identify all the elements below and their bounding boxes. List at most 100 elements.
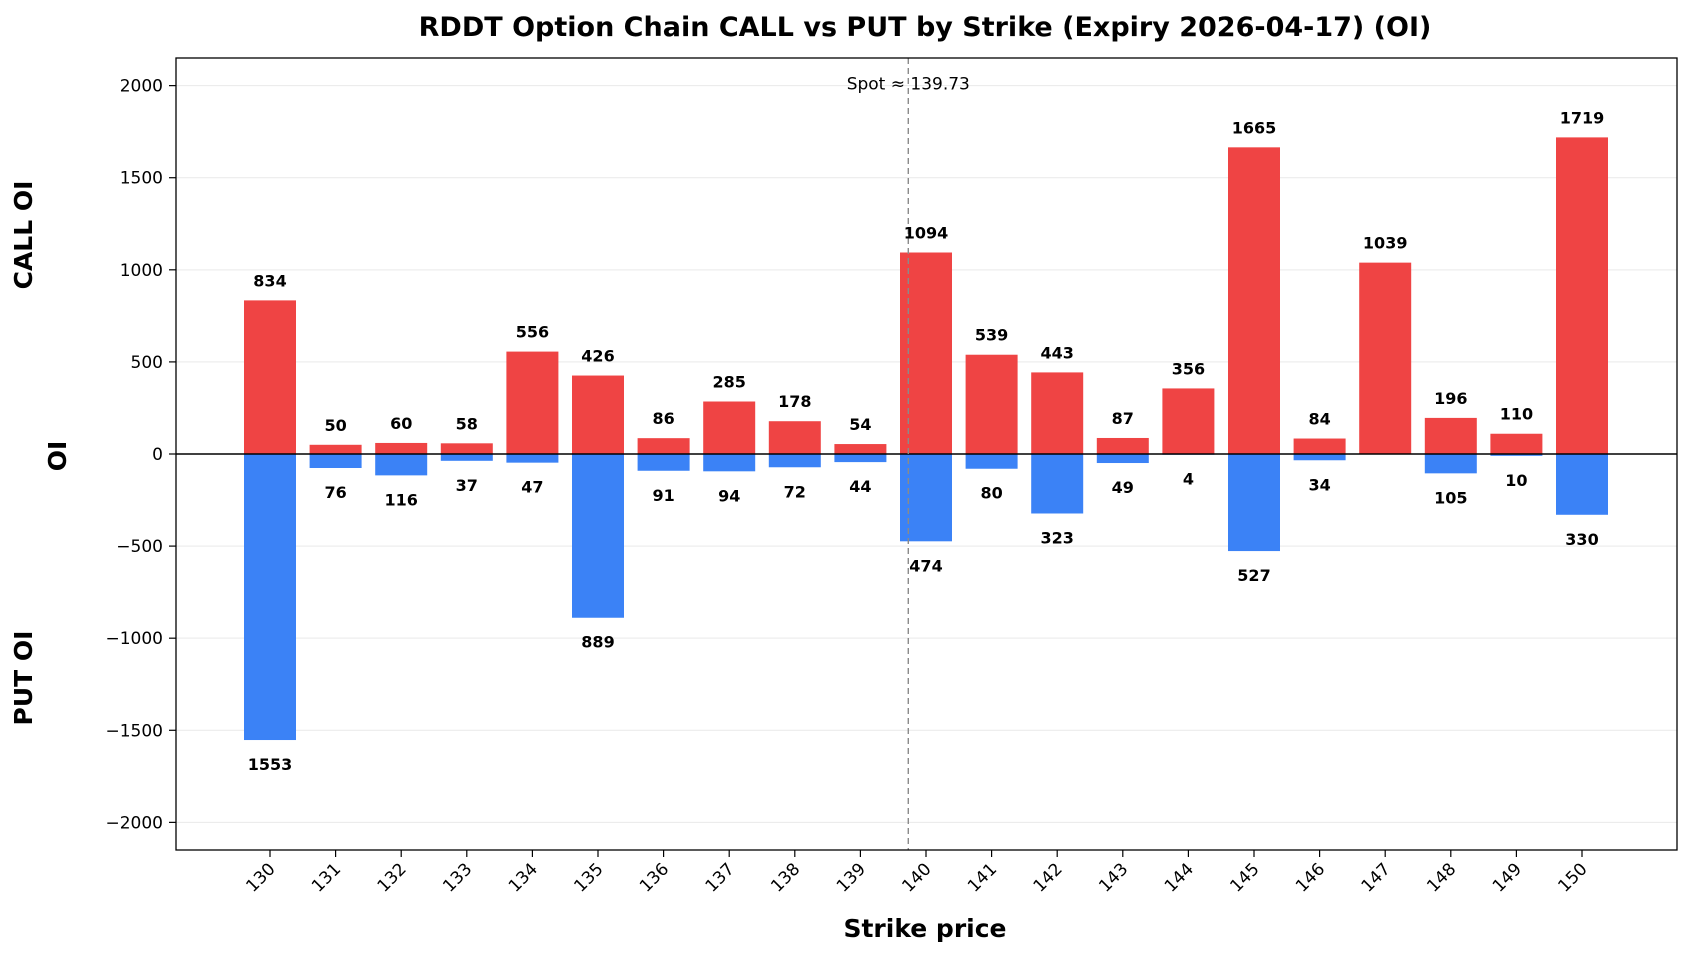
put-value-label: 34 bbox=[1308, 475, 1330, 494]
put-value-label: 44 bbox=[849, 477, 871, 496]
x-tick-label: 146 bbox=[1292, 859, 1329, 896]
put-value-label: 49 bbox=[1112, 478, 1134, 497]
x-axis-label: Strike price bbox=[843, 914, 1006, 943]
chart-title: RDDT Option Chain CALL vs PUT by Strike … bbox=[419, 12, 1432, 43]
y-tick-label: 1000 bbox=[120, 261, 163, 281]
y-tick-label: 500 bbox=[131, 353, 163, 373]
y-tick-label: −500 bbox=[116, 537, 163, 557]
call-value-label: 285 bbox=[712, 373, 745, 392]
call-bar bbox=[244, 300, 296, 454]
y-tick-label: 1500 bbox=[120, 169, 163, 189]
put-value-label: 47 bbox=[521, 478, 543, 497]
call-value-label: 443 bbox=[1040, 343, 1073, 362]
put-bar bbox=[965, 454, 1018, 469]
put-bar bbox=[703, 454, 756, 472]
x-tick-label: 130 bbox=[242, 859, 279, 896]
put-bar bbox=[1424, 454, 1477, 474]
x-tick-label: 136 bbox=[636, 859, 673, 896]
put-bar bbox=[1556, 454, 1608, 515]
x-tick-label: 143 bbox=[1095, 859, 1132, 896]
x-tick-label: 150 bbox=[1554, 859, 1591, 896]
put-value-label: 330 bbox=[1565, 530, 1598, 549]
put-value-label: 37 bbox=[456, 476, 478, 495]
put-bar bbox=[1096, 454, 1149, 464]
call-value-label: 84 bbox=[1308, 410, 1330, 429]
call-value-label: 196 bbox=[1434, 389, 1467, 408]
put-value-label: 323 bbox=[1040, 528, 1073, 547]
call-bar bbox=[703, 401, 756, 454]
x-tick-label: 149 bbox=[1489, 859, 1526, 896]
call-value-label: 539 bbox=[975, 326, 1008, 345]
put-bar bbox=[637, 454, 690, 471]
call-value-label: 178 bbox=[778, 392, 811, 411]
put-value-label: 80 bbox=[980, 484, 1002, 503]
x-tick-label: 133 bbox=[439, 859, 476, 896]
x-tick-label: 140 bbox=[898, 859, 935, 896]
x-tick-label: 134 bbox=[505, 859, 542, 896]
x-tick-label: 147 bbox=[1358, 859, 1395, 896]
call-value-label: 110 bbox=[1500, 405, 1533, 424]
call-bar bbox=[1096, 437, 1149, 454]
call-value-label: 87 bbox=[1112, 409, 1134, 428]
put-bar bbox=[572, 454, 624, 618]
x-tick-label: 142 bbox=[1030, 859, 1067, 896]
put-bar bbox=[768, 454, 821, 468]
call-axis-label: CALL OI bbox=[9, 181, 38, 290]
call-value-label: 54 bbox=[849, 415, 871, 434]
put-bar bbox=[440, 454, 493, 461]
call-bar bbox=[1556, 137, 1608, 454]
call-bar bbox=[768, 421, 821, 454]
call-bar bbox=[572, 375, 624, 454]
call-bar bbox=[1293, 438, 1346, 454]
y-tick-label: 0 bbox=[152, 445, 163, 465]
call-value-label: 1665 bbox=[1232, 118, 1277, 137]
call-bar bbox=[1359, 262, 1412, 454]
put-bar bbox=[1031, 454, 1084, 514]
call-bar bbox=[1490, 433, 1543, 454]
call-bar bbox=[506, 351, 559, 454]
put-value-label: 10 bbox=[1505, 471, 1527, 490]
put-value-label: 474 bbox=[909, 556, 942, 575]
call-value-label: 356 bbox=[1172, 359, 1205, 378]
put-value-label: 94 bbox=[718, 486, 740, 505]
put-bar bbox=[834, 454, 887, 463]
put-value-label: 72 bbox=[784, 482, 806, 501]
put-bar bbox=[309, 454, 362, 468]
put-value-label: 527 bbox=[1237, 566, 1270, 585]
call-value-label: 86 bbox=[652, 409, 674, 428]
put-bar bbox=[506, 454, 559, 463]
x-tick-label: 145 bbox=[1226, 859, 1263, 896]
call-value-label: 1094 bbox=[904, 224, 949, 243]
call-value-label: 1719 bbox=[1560, 108, 1605, 127]
call-bar bbox=[1424, 417, 1477, 454]
put-value-label: 105 bbox=[1434, 488, 1467, 507]
x-tick-label: 131 bbox=[308, 859, 345, 896]
call-value-label: 60 bbox=[390, 414, 412, 433]
call-bar bbox=[637, 438, 690, 454]
put-bar bbox=[1293, 454, 1346, 461]
call-bar bbox=[440, 443, 493, 454]
call-bar bbox=[1228, 147, 1280, 454]
call-bar bbox=[375, 442, 428, 454]
call-value-label: 58 bbox=[456, 414, 478, 433]
call-bar bbox=[1031, 372, 1084, 454]
call-value-label: 50 bbox=[324, 416, 346, 435]
reference-lines bbox=[176, 58, 1677, 850]
put-value-label: 889 bbox=[581, 633, 614, 652]
data-labels: 834 1553 50 76 60 116 58 37 556 47 426 889 86 91 285 94… bbox=[248, 75, 1605, 774]
call-value-label: 834 bbox=[253, 271, 286, 290]
x-tick-label: 137 bbox=[702, 859, 739, 896]
call-value-label: 1039 bbox=[1363, 234, 1408, 253]
put-bar bbox=[1228, 454, 1280, 552]
y-tick-label: 2000 bbox=[120, 77, 163, 97]
call-bar bbox=[965, 354, 1018, 454]
call-bar bbox=[834, 444, 887, 454]
put-bar bbox=[375, 454, 428, 476]
y-tick-label: −2000 bbox=[105, 813, 163, 833]
put-bar bbox=[244, 454, 296, 741]
y-tick-label: −1500 bbox=[105, 721, 163, 741]
y-axis-label: OI bbox=[43, 441, 72, 472]
y-tick-label: −1000 bbox=[105, 629, 163, 649]
x-tick-label: 144 bbox=[1161, 859, 1198, 896]
